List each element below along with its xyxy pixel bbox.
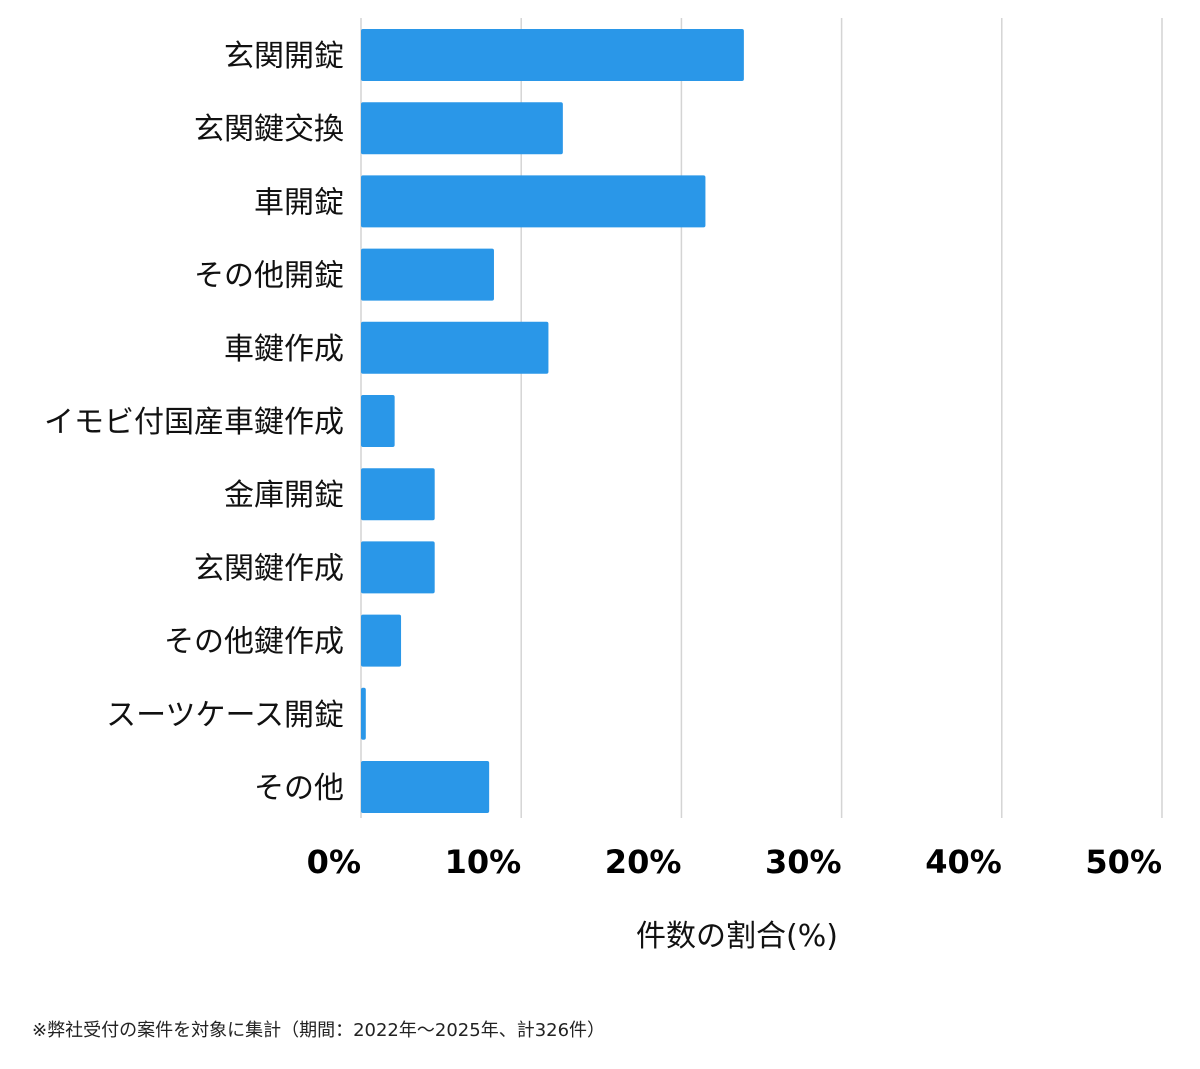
category-label: 玄関開錠 <box>224 39 344 74</box>
category-label: 玄関鍵交換 <box>194 112 344 147</box>
x-tick-label: 30% <box>765 843 842 881</box>
x-tick-label: 10% <box>445 843 522 881</box>
category-label: 金庫開錠 <box>224 478 344 513</box>
bar <box>361 687 366 740</box>
bar <box>361 102 563 155</box>
category-label: その他 <box>254 771 344 806</box>
x-tick-label: 20% <box>605 843 682 881</box>
x-tick-label: 50% <box>1085 843 1162 881</box>
bar <box>361 614 402 667</box>
footnote: ※弊社受付の案件を対象に集計（期間：2022年〜2025年、計326件） <box>32 1020 606 1041</box>
bar <box>361 395 395 447</box>
category-label: 車開錠 <box>254 185 344 220</box>
bar <box>361 468 435 521</box>
bar <box>361 321 549 374</box>
category-label: その他鍵作成 <box>164 625 344 660</box>
category-label: イモビ付国産車鍵作成 <box>44 405 344 440</box>
bar <box>361 541 435 594</box>
bar <box>361 29 744 81</box>
category-label: 車鍵作成 <box>224 332 344 367</box>
category-label: 玄関鍵作成 <box>194 551 344 586</box>
bar <box>361 175 706 228</box>
bar <box>361 248 494 301</box>
bar <box>361 761 490 813</box>
x-axis-title: 件数の割合(%) <box>636 919 838 954</box>
bar-chart: 玄関開錠玄関鍵交換車開錠その他開錠車鍵作成イモビ付国産車鍵作成金庫開錠玄関鍵作成… <box>44 18 1163 954</box>
category-label: スーツケース開錠 <box>106 698 344 733</box>
x-tick-label: 40% <box>925 843 1002 881</box>
x-tick-label: 0% <box>307 843 361 881</box>
category-label: その他開錠 <box>194 259 344 294</box>
